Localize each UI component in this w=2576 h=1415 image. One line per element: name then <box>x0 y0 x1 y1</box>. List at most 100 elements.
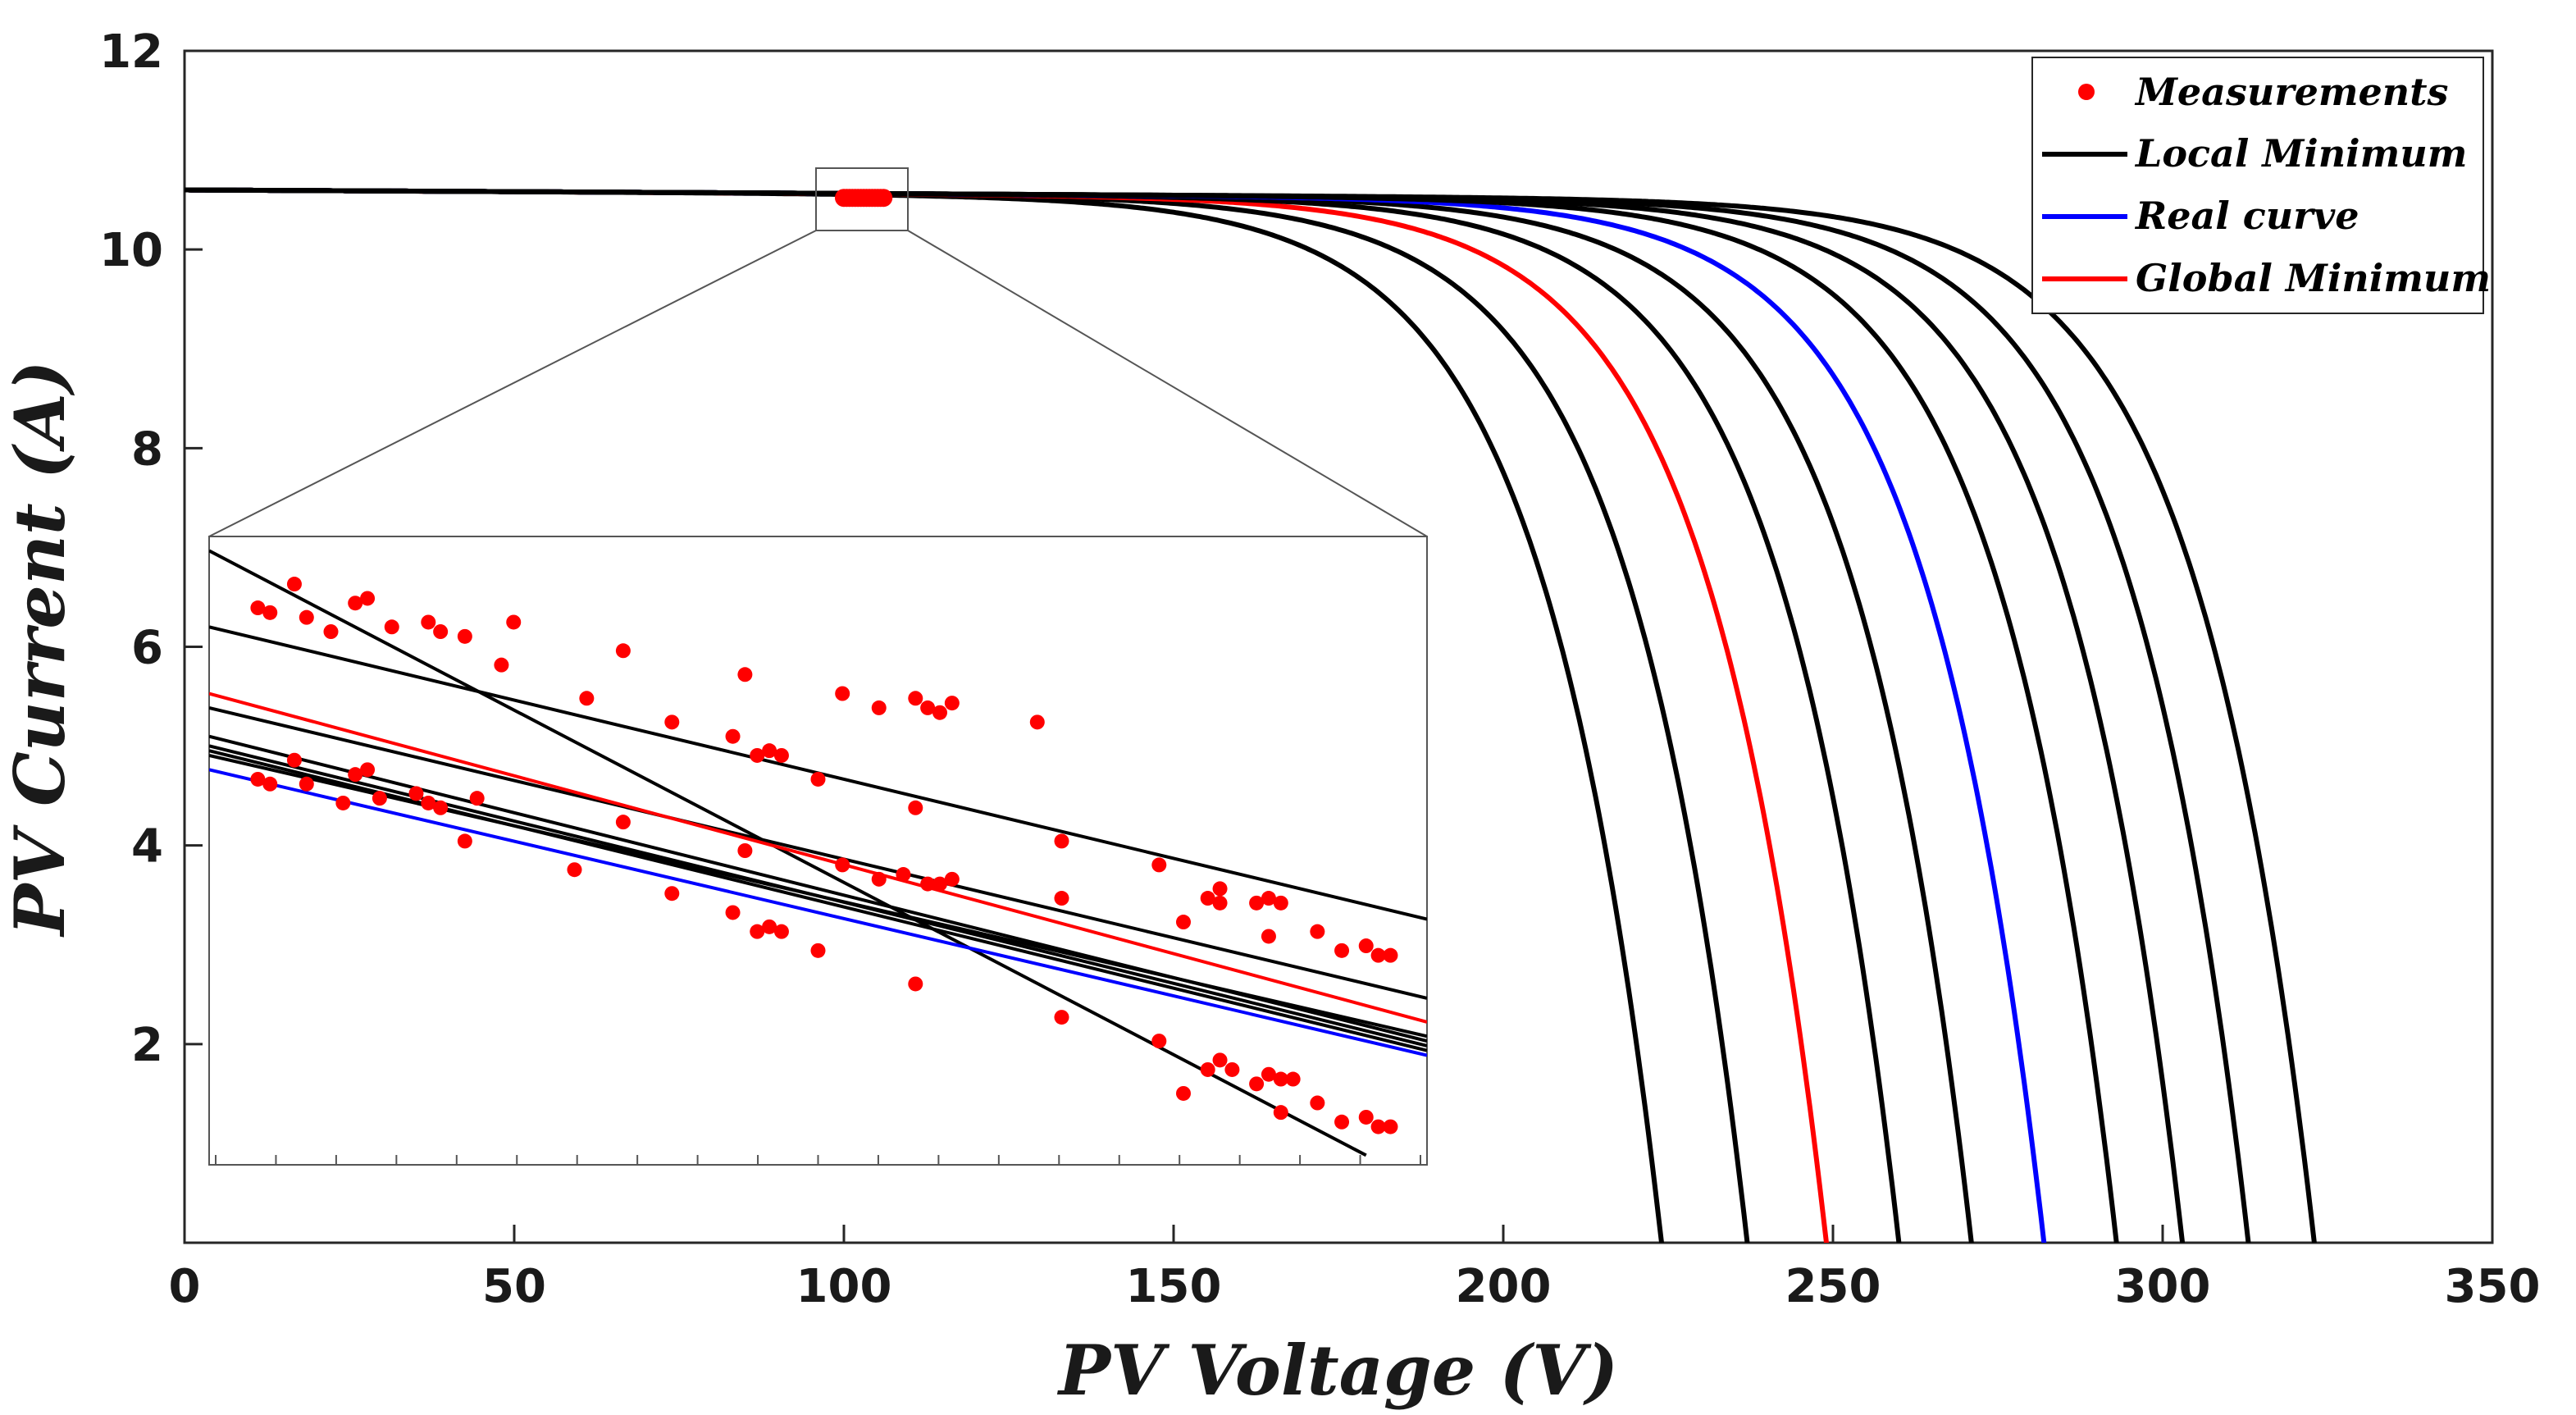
inset-measurement-point <box>567 862 582 878</box>
inset-measurement-point <box>348 596 363 611</box>
inset-measurement-point <box>1358 938 1374 954</box>
inset-measurement-point <box>372 791 387 806</box>
inset-measurement-point <box>262 605 278 620</box>
inset-measurement-point <box>1273 1071 1288 1087</box>
inset-measurement-point <box>1176 1085 1191 1101</box>
inset-line-0 <box>209 549 1367 1157</box>
inset-measurement-point <box>1029 714 1045 730</box>
legend-label-global-minimum: Global Minimum <box>2136 256 2491 300</box>
inset-measurement-point <box>421 795 436 810</box>
inset-measurement-point <box>908 800 923 815</box>
inset-measurement-point <box>664 714 680 730</box>
inset-measurement-point <box>1285 1071 1301 1087</box>
inset-measurement-point <box>835 686 850 701</box>
y-tick-label: 12 <box>99 25 163 79</box>
inset-measurement-point <box>908 976 923 992</box>
inset-measurement-point <box>737 667 753 682</box>
y-tick-label: 4 <box>131 820 163 874</box>
inset-measurement-point <box>1370 1119 1386 1134</box>
x-tick-label: 250 <box>1785 1260 1881 1313</box>
inset-measurement-point <box>1273 895 1288 911</box>
inset-measurement-point <box>737 843 753 858</box>
inset-measurement-point <box>335 795 351 810</box>
y-tick-label: 8 <box>131 422 163 476</box>
inset-measurement-point <box>920 876 936 892</box>
x-tick-label: 100 <box>796 1260 892 1313</box>
inset-measurement-point <box>615 643 631 659</box>
inset-measurement-point <box>457 833 472 849</box>
inset-measurement-point <box>1310 924 1325 939</box>
inset-measurement-point <box>810 771 826 787</box>
measurement-cluster <box>835 189 893 208</box>
legend-box <box>2031 57 2484 314</box>
inset-measurement-point <box>1212 881 1228 897</box>
inset-measurement-point <box>1249 1076 1265 1092</box>
inset-measurement-point <box>871 700 887 715</box>
inset-measurement-point <box>1261 1066 1276 1082</box>
inset-measurement-point <box>932 705 947 720</box>
inset-measurement-point <box>1370 947 1386 963</box>
x-axis-title: PV Voltage (V) <box>1057 1330 1618 1411</box>
iv-curve-9 <box>185 187 2317 1243</box>
inset-measurement-point <box>773 924 789 939</box>
legend-marker-measurements <box>2078 84 2095 100</box>
legend-label-local-minimum: Local Minimum <box>2134 131 2467 176</box>
inset-measurement-point <box>433 800 449 815</box>
inset-measurement-point <box>615 815 631 830</box>
inset-measurement-point <box>408 786 424 801</box>
zoom-connector-left <box>208 230 817 537</box>
inset-measurement-point <box>323 624 339 640</box>
x-tick-label: 200 <box>1456 1260 1552 1313</box>
inset-axis-ticks <box>215 1155 1421 1165</box>
zoom-connector-right <box>907 230 1428 537</box>
legend-label-real-curve: Real curve <box>2134 194 2359 238</box>
inset-measurement-point <box>871 871 887 887</box>
inset-measurement-point <box>1273 1105 1288 1121</box>
inset-measurement-point <box>1151 857 1167 873</box>
inset-measurement-point <box>506 614 522 630</box>
inset-measurement-point <box>1334 1114 1350 1130</box>
inset-measurement-point <box>457 628 472 644</box>
y-tick-label: 6 <box>131 622 163 675</box>
inset-measurement-point <box>920 700 936 715</box>
inset-measurement-point <box>750 747 765 763</box>
inset-measurement-point <box>1261 891 1276 906</box>
inset-measurement-point <box>299 609 314 625</box>
inset-measurement-point <box>664 886 680 901</box>
inset-line-2 <box>209 705 1427 1000</box>
y-tick-label: 2 <box>131 1019 163 1072</box>
inset-measurement-point <box>810 943 826 958</box>
inset-measurement-point <box>1310 1095 1325 1111</box>
inset-measurement-point <box>286 577 302 592</box>
inset-measurement-point <box>1358 1109 1374 1125</box>
inset-measurement-point <box>1054 1010 1069 1025</box>
inset-measurement-point <box>773 747 789 763</box>
inset-line-3 <box>209 692 1427 1024</box>
y-tick-label: 10 <box>99 224 163 277</box>
inset-measurement-point <box>250 771 266 787</box>
inset-measurement-point <box>835 857 850 873</box>
inset-measurement-point <box>1200 891 1215 906</box>
inset-measurement-point <box>360 591 376 606</box>
inset-measurement-point <box>908 691 923 706</box>
x-axis-ticks: 0 50 100 150 200 250 300 350 <box>169 1225 2540 1313</box>
inset-measurements <box>250 577 1398 1134</box>
inset-measurement-point <box>1224 1061 1240 1077</box>
inset-line-8 <box>209 768 1427 1057</box>
inset-measurement-point <box>725 728 741 744</box>
inset-measurement-point <box>725 905 741 920</box>
inset-measurement-point <box>1054 891 1069 906</box>
y-axis-ticks: 2 4 6 8 10 12 <box>99 25 203 1072</box>
inset-measurement-point <box>384 619 399 635</box>
inset-measurement-point <box>1054 833 1069 849</box>
x-tick-label: 50 <box>482 1260 546 1313</box>
inset-measurement-point <box>360 762 376 778</box>
inset-measurement-point <box>762 919 777 934</box>
inset-measurement-point <box>1249 895 1265 911</box>
zoom-region-box <box>815 167 909 231</box>
inset-measurement-point <box>1200 1061 1215 1077</box>
inset-measurement-point <box>762 743 777 759</box>
inset-measurement-point <box>250 600 266 616</box>
inset-measurement-point <box>1212 1052 1228 1068</box>
